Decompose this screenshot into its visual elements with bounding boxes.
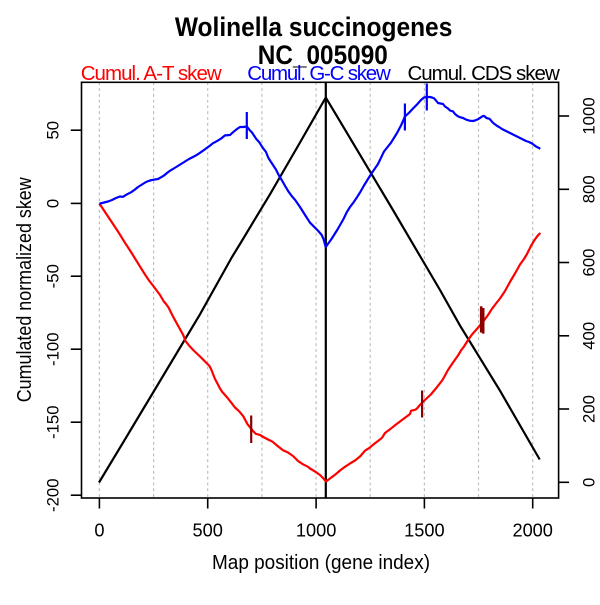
svg-text:Map position (gene index): Map position (gene index) bbox=[212, 551, 430, 574]
svg-text:0: 0 bbox=[580, 478, 599, 487]
svg-text:1500: 1500 bbox=[404, 521, 444, 541]
svg-text:200: 200 bbox=[580, 395, 599, 423]
svg-text:2000: 2000 bbox=[512, 521, 552, 541]
svg-text:Cumul. CDS skew: Cumul. CDS skew bbox=[407, 62, 559, 85]
svg-text:Cumul. A-T skew: Cumul. A-T skew bbox=[81, 62, 222, 85]
svg-text:Cumulated normalized skew: Cumulated normalized skew bbox=[13, 177, 36, 402]
svg-text:-100: -100 bbox=[43, 332, 62, 366]
svg-text:Wolinella succinogenes: Wolinella succinogenes bbox=[175, 12, 453, 42]
svg-text:400: 400 bbox=[580, 322, 599, 350]
svg-text:-50: -50 bbox=[43, 264, 62, 288]
svg-text:1000: 1000 bbox=[296, 521, 336, 541]
svg-text:0: 0 bbox=[43, 199, 62, 208]
svg-text:1000: 1000 bbox=[580, 97, 599, 134]
svg-text:800: 800 bbox=[580, 175, 599, 203]
svg-text:-150: -150 bbox=[43, 405, 62, 439]
svg-text:500: 500 bbox=[193, 521, 223, 541]
svg-text:50: 50 bbox=[43, 121, 62, 140]
svg-text:-200: -200 bbox=[43, 478, 62, 512]
svg-text:600: 600 bbox=[580, 249, 599, 277]
svg-text:0: 0 bbox=[94, 521, 104, 541]
svg-text:NC_005090: NC_005090 bbox=[258, 40, 388, 70]
svg-text:Cumul. G-C skew: Cumul. G-C skew bbox=[247, 62, 391, 85]
